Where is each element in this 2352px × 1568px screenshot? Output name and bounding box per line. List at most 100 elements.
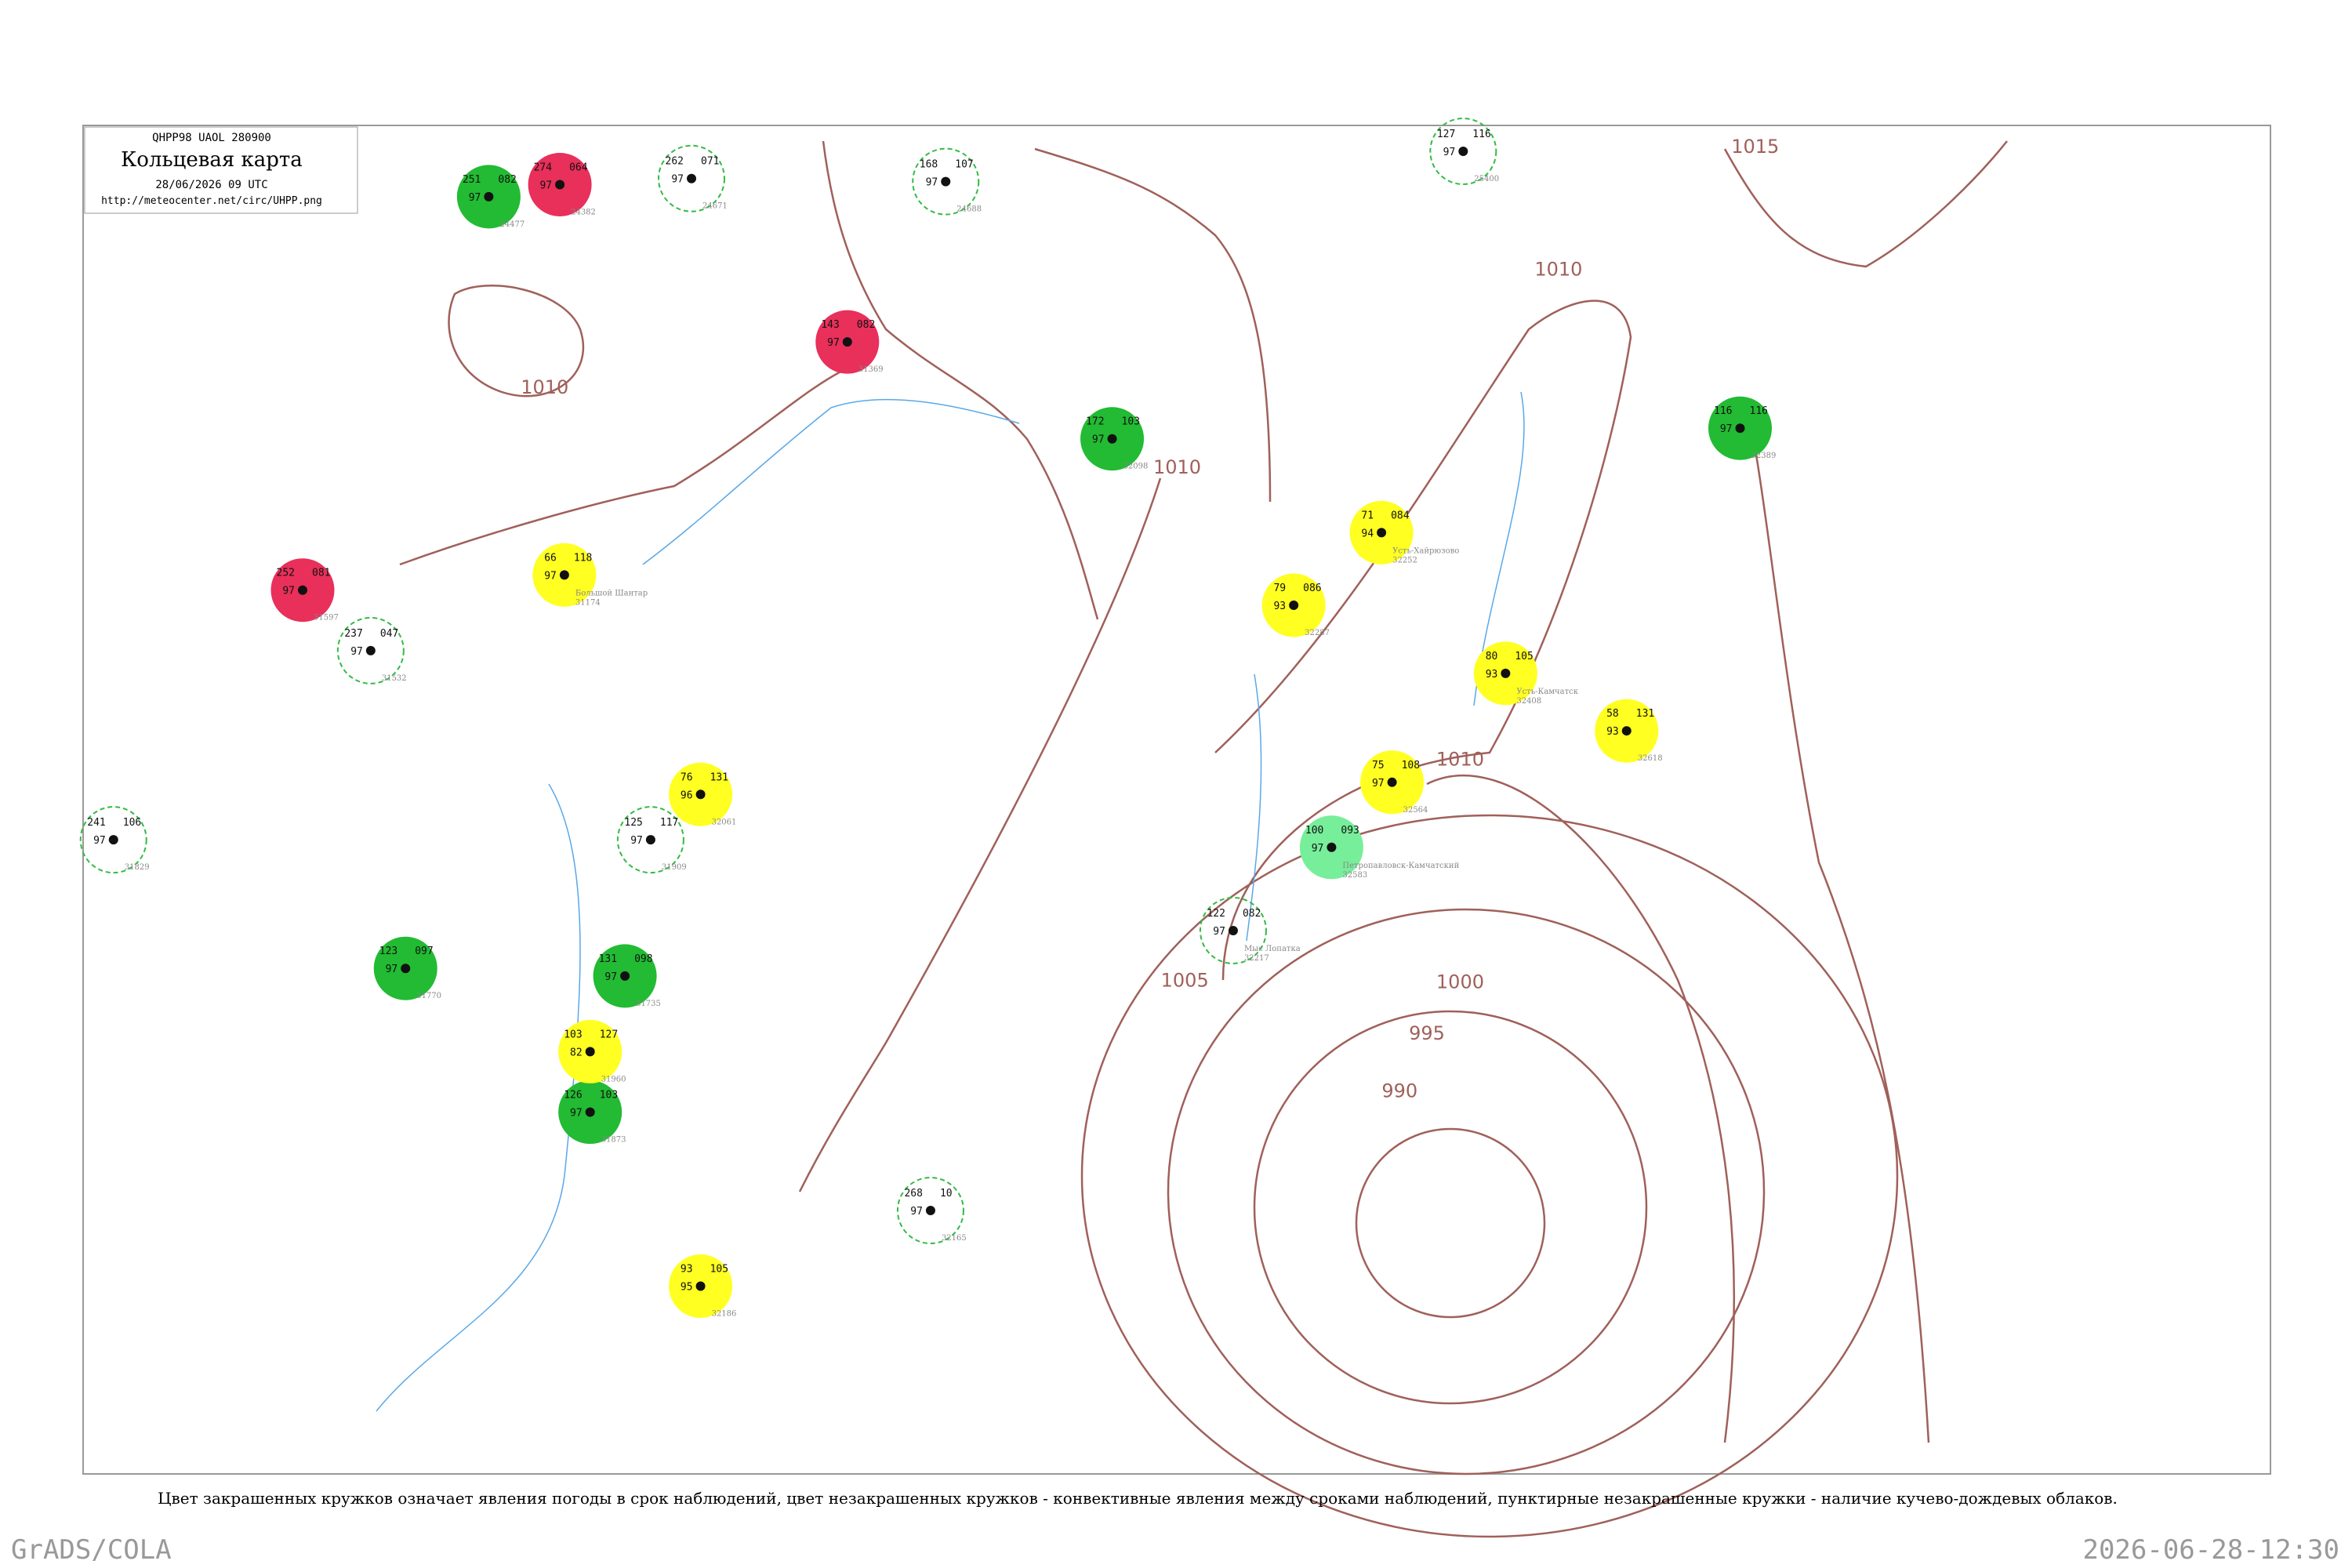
station-value: 262 xyxy=(666,156,684,168)
station-dot xyxy=(401,964,411,974)
header-code: QHPP98 UAOL 280900 xyxy=(152,132,271,144)
station-value: 97 xyxy=(93,835,106,847)
station-value: 268 xyxy=(904,1188,922,1200)
station-value: 237 xyxy=(344,628,362,640)
station-id: 32165 xyxy=(942,1234,967,1243)
station-value: 97 xyxy=(910,1206,923,1218)
station: 172 97 103 32098 xyxy=(1080,407,1148,471)
station-dot xyxy=(1458,147,1468,156)
station-id: 31829 xyxy=(125,863,150,872)
station-id: 24671 xyxy=(702,202,728,211)
footer-right: 2026-06-28-12:30 xyxy=(2082,1534,2339,1566)
station-dot xyxy=(484,191,494,201)
station-dot xyxy=(842,337,852,347)
station-value: 131 xyxy=(710,771,728,783)
station-value: 97 xyxy=(1312,843,1324,855)
station-value: 97 xyxy=(926,177,938,189)
cb-ring xyxy=(616,806,684,874)
station-value: 064 xyxy=(569,162,588,173)
station-value: 123 xyxy=(379,946,397,957)
station: 123 97 097 31770 xyxy=(373,936,441,1000)
station-dot xyxy=(1735,423,1745,434)
station-value: 80 xyxy=(1486,651,1498,662)
station-dot xyxy=(585,1047,595,1057)
station-dot xyxy=(298,585,307,595)
station-dot xyxy=(1289,601,1299,610)
station-value: 97 xyxy=(827,337,840,349)
station-value: 79 xyxy=(1273,583,1286,594)
station-value: 116 xyxy=(1714,405,1732,417)
station-value: 084 xyxy=(1391,510,1410,521)
station-name: Усть-Хайрюзово xyxy=(1392,546,1459,555)
station: 252 97 081 31597 xyxy=(270,558,339,622)
station-id: 25400 xyxy=(1474,175,1499,183)
station-value: 107 xyxy=(955,159,973,171)
station-value: 75 xyxy=(1372,760,1385,771)
station-value: 097 xyxy=(415,946,433,957)
cb-ring xyxy=(1429,118,1497,185)
station-value: 100 xyxy=(1305,825,1323,837)
station-value: 127 xyxy=(1437,129,1455,140)
isobar-label: 1005 xyxy=(1161,969,1209,991)
station-value: 106 xyxy=(123,817,141,829)
station-value: 274 xyxy=(534,162,553,173)
station-dot xyxy=(620,971,630,981)
station-value: 97 xyxy=(570,1108,583,1120)
station-dot xyxy=(695,789,706,800)
station-dot xyxy=(559,570,569,580)
station-dot xyxy=(1377,528,1387,538)
station-dot xyxy=(1228,925,1238,935)
isobar-label: 1015 xyxy=(1731,136,1779,158)
station-id: 32408 xyxy=(1516,697,1541,706)
map-frame xyxy=(82,125,2271,1475)
station-value: 047 xyxy=(380,628,398,640)
footer-left: GrADS/COLA xyxy=(11,1534,172,1566)
station-value: 97 xyxy=(1213,926,1225,938)
station-dot xyxy=(1387,777,1397,787)
station-value: 116 xyxy=(1750,405,1768,417)
station-value: 96 xyxy=(681,789,693,801)
station-name: Мыс Лопатка xyxy=(1244,945,1301,953)
station-value: 117 xyxy=(660,817,678,829)
header-date: 28/06/2026 09 UTC xyxy=(155,179,267,191)
station-value: 97 xyxy=(350,646,363,658)
station-value: 97 xyxy=(630,835,643,847)
cb-ring xyxy=(336,616,405,684)
station-value: 103 xyxy=(600,1090,618,1102)
station-value: 58 xyxy=(1606,708,1619,720)
station: 237 97 047 31532 xyxy=(336,616,407,684)
station-dot xyxy=(1501,668,1511,678)
station-dot xyxy=(1621,726,1632,736)
station-value: 118 xyxy=(574,552,592,564)
station-value: 122 xyxy=(1207,908,1225,920)
station-id: 31369 xyxy=(858,365,884,374)
station-value: 127 xyxy=(600,1029,618,1040)
station: 75 97 108 32564 xyxy=(1360,750,1428,815)
station-value: 105 xyxy=(710,1264,728,1276)
station-value: 082 xyxy=(498,174,516,186)
station-id: 31873 xyxy=(601,1136,626,1145)
station-id: 31735 xyxy=(636,1000,661,1008)
station-id: 31770 xyxy=(416,992,441,1000)
station-id: 24477 xyxy=(499,220,524,229)
station-value: 082 xyxy=(1243,908,1261,920)
station-value: 97 xyxy=(1443,147,1456,158)
station-dot xyxy=(645,835,655,845)
station: 126 97 103 31873 xyxy=(558,1080,626,1145)
station-id: 24688 xyxy=(956,205,982,214)
station-value: 82 xyxy=(570,1047,583,1058)
station-id: 31909 xyxy=(662,863,687,872)
station: 131 97 098 31735 xyxy=(593,944,661,1008)
station-dot xyxy=(1327,842,1337,852)
station-value: 172 xyxy=(1086,416,1104,428)
station-value: 093 xyxy=(1341,825,1359,837)
station-value: 97 xyxy=(282,586,295,597)
isobar-label: 1000 xyxy=(1436,971,1484,993)
header-title: Кольцевая карта xyxy=(121,148,303,172)
station: 103 82 127 31960 xyxy=(558,1019,626,1083)
station-dot xyxy=(585,1107,595,1117)
station-name: Большой Шантар xyxy=(575,589,648,597)
station: 93 95 105 32186 xyxy=(669,1254,736,1319)
station-name: Усть-Камчатск xyxy=(1516,688,1578,696)
